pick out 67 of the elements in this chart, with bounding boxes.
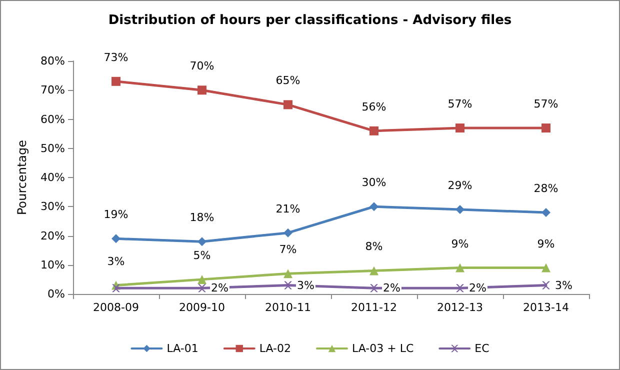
x-tick-label: 2011-12 [351,301,397,314]
point [112,234,120,244]
x-tick-label: 2008-09 [93,301,139,314]
data-label: 30% [362,176,386,190]
data-label: 65% [276,74,300,88]
y-tick-label: 70% [40,84,65,97]
data-label: 2% [211,282,228,295]
y-tick-label: 30% [40,200,65,214]
y-tick-label: 10% [40,258,65,272]
data-label: 9% [537,237,555,250]
point [456,263,464,272]
point [542,263,550,272]
point [198,237,206,246]
x-tick-label: 2012-13 [437,301,483,314]
data-label: 19% [104,208,128,222]
y-tick-label: 40% [40,171,65,184]
point [370,126,378,136]
point [284,100,292,110]
point [198,284,206,292]
point [370,284,378,292]
point [112,284,120,292]
point [542,123,550,132]
legend-label: EC [474,342,490,355]
x-tick-label: 2010-11 [265,301,311,314]
point [370,266,378,276]
legend-label: LA-01 [166,342,198,355]
data-label: 8% [365,240,383,254]
point [456,205,464,214]
point [198,86,206,95]
point [456,284,464,292]
point [198,274,206,284]
data-label: 18% [190,211,214,224]
x-tick-label: 2013-14 [523,301,569,314]
data-label: 5% [193,248,211,262]
chart-title: Distribution of hours per classifications - Advisory files [108,13,512,28]
point [112,76,120,86]
data-label: 9% [451,237,469,250]
x-tick-label: 2009-10 [179,301,225,314]
point [284,228,292,238]
point [542,281,550,290]
data-label: 57% [448,97,472,110]
y-tick-label: 80% [40,54,65,68]
data-label: 2% [383,282,400,295]
data-label: 29% [448,179,472,192]
data-label: 56% [362,100,386,114]
data-label: 21% [276,202,300,216]
data-label: 73% [104,50,128,64]
data-label: 3% [107,254,125,268]
point [370,202,378,212]
point [284,269,292,278]
point [542,208,550,217]
y-axis-title: Pourcentage [15,140,29,216]
y-tick-label: 60% [40,112,65,126]
legend-label: LA-03 + LC [352,342,414,355]
data-label: 70% [190,60,214,73]
point [456,123,464,132]
y-tick-label: 50% [40,142,65,155]
data-label: 3% [555,278,572,292]
data-label: 7% [279,243,297,256]
legend-label: LA-02 [259,342,291,355]
data-label: 28% [534,182,558,195]
data-label: 2% [469,282,486,295]
point [284,281,292,290]
y-tick-label: 20% [40,229,65,242]
y-tick-label: 0% [48,288,65,300]
data-label: 3% [297,278,314,292]
data-label: 57% [534,97,558,110]
